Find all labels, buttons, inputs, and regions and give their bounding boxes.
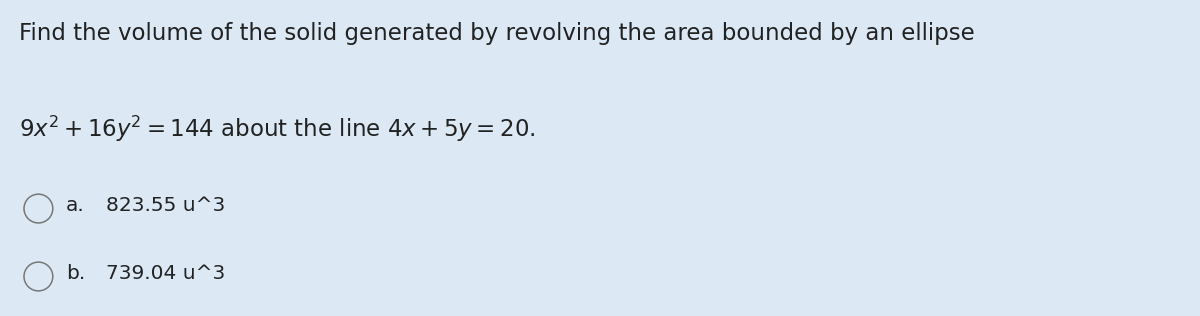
Text: a.: a. [66,196,85,215]
Text: 739.04 u^3: 739.04 u^3 [106,264,224,283]
Text: Find the volume of the solid generated by revolving the area bounded by an ellip: Find the volume of the solid generated b… [19,22,974,45]
Text: 823.55 u^3: 823.55 u^3 [106,196,224,215]
Text: b.: b. [66,264,85,283]
Text: $9x^2 + 16y^2 = 144$ about the line $4x + 5y = 20.$: $9x^2 + 16y^2 = 144$ about the line $4x … [19,114,535,144]
